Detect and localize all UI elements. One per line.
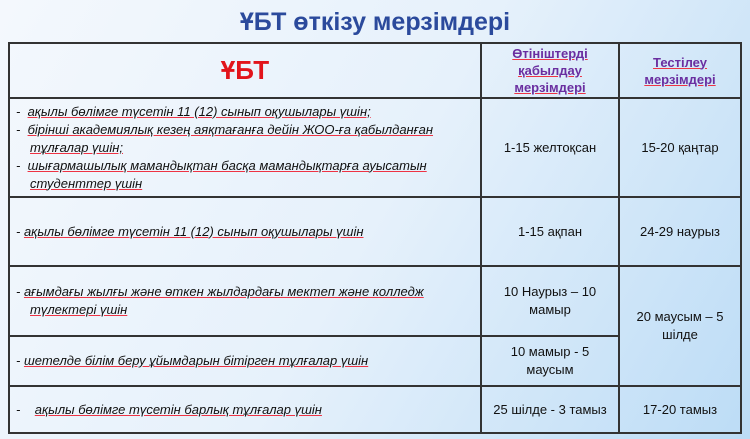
applications-cell: 10 мамыр - 5 маусым [480, 335, 620, 387]
table-row: - шетелде білім беру ұйымдарын бітірген … [8, 335, 741, 387]
testing-cell: 17-20 тамыз [618, 385, 742, 434]
list-item: - ақылы бөлімге түсетін 11 (12) сынып оқ… [16, 223, 364, 239]
testing-cell: 20 маусым – 5 шілде [618, 265, 742, 387]
testing-cell: 15-20 қаңтар [618, 97, 742, 198]
testing-cell: 24-29 наурыз [618, 196, 742, 267]
list-item: - ақылы бөлімге түсетін 11 (12) сынып оқ… [16, 103, 371, 119]
header-applications: Өтініштерді қабылдау мерзімдері [480, 42, 620, 99]
row-description: - ақылы бөлімге түсетін 11 (12) сынып оқ… [8, 196, 482, 267]
row-description: - ақылы бөлімге түсетін 11 (12) сынып оқ… [8, 97, 482, 198]
page-title: ҰБТ өткізу мерзімдері [239, 8, 511, 36]
header-ubt: ҰБТ [8, 42, 482, 99]
applications-cell: 25 шілде - 3 тамыз [480, 385, 620, 434]
list-item: - шетелде білім беру ұйымдарын бітірген … [16, 353, 369, 368]
table-row: - ақылы бөлімге түсетін барлық тұлғалар … [8, 385, 742, 434]
row-description: - ақылы бөлімге түсетін барлық тұлғалар … [8, 385, 482, 434]
applications-cell: 1-15 ақпан [480, 196, 620, 267]
row-description: - ағымдағы жылғы және өткен жылдардағы м… [8, 265, 482, 337]
list-item: - шығармашылық мамандықтан басқа маманды… [16, 157, 427, 191]
list-item: - бірінші академиялық кезең аяқтағанға д… [16, 121, 434, 155]
table-row: - ағымдағы жылғы және өткен жылдардағы м… [8, 265, 742, 387]
list-item: - ағымдағы жылғы және өткен жылдардағы м… [16, 284, 424, 317]
schedule-table: ҰБТ Өтініштерді қабылдау мерзімдері Тест… [8, 42, 742, 434]
header-row: ҰБТ Өтініштерді қабылдау мерзімдері Тест… [8, 42, 742, 99]
applications-cell: 1-15 желтоқсан [480, 97, 620, 198]
header-testing: Тестілеу мерзімдері [618, 42, 742, 99]
applications-cell: 10 Наурыз – 10 мамыр [480, 265, 620, 337]
row-description: - шетелде білім беру ұйымдарын бітірген … [8, 335, 482, 387]
list-item: - ақылы бөлімге түсетін барлық тұлғалар … [16, 401, 322, 417]
table-row: - ақылы бөлімге түсетін 11 (12) сынып оқ… [8, 97, 742, 198]
table-row: - ақылы бөлімге түсетін 11 (12) сынып оқ… [8, 196, 742, 267]
